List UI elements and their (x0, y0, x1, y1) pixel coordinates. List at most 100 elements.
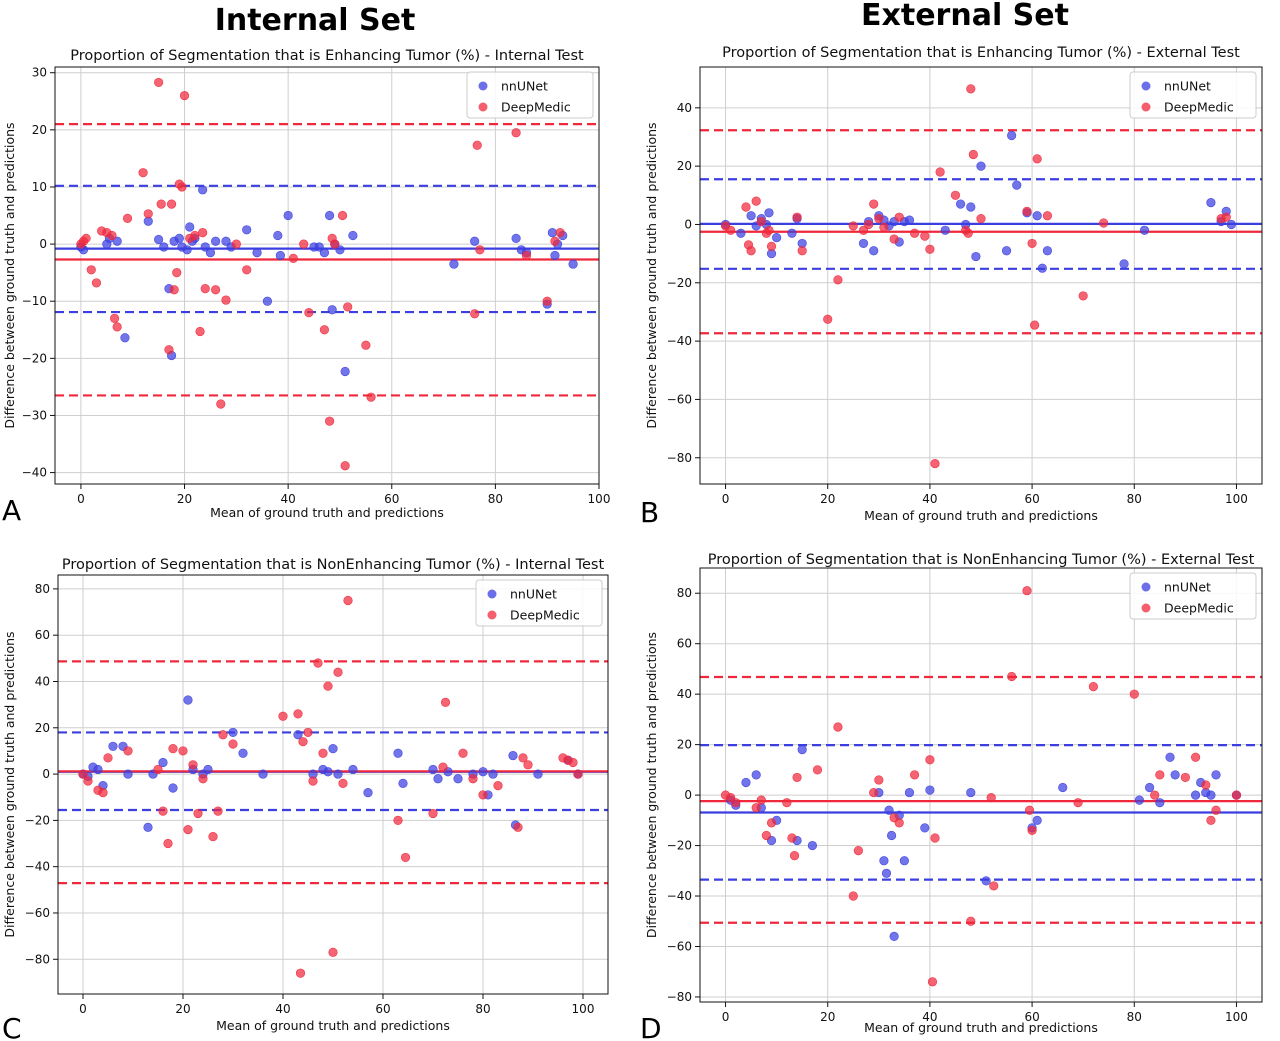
deepmedic-point (198, 228, 208, 238)
nnunet-point (488, 769, 498, 779)
nnunet-point (1007, 130, 1017, 141)
y-tick-label: 60 (35, 628, 50, 642)
legend-deepmedic-marker (1141, 603, 1151, 613)
nnunet-point (205, 248, 216, 258)
deepmedic-point (393, 815, 403, 825)
deepmedic-point (879, 222, 889, 232)
deepmedic-point (726, 225, 736, 235)
legend-deepmedic-label: DeepMedic (501, 100, 571, 115)
x-tick-label: 20 (820, 1010, 835, 1024)
deepmedic-point (761, 830, 772, 841)
y-tick-label: −20 (22, 351, 47, 365)
deepmedic-point (216, 399, 226, 409)
panel-letter: D (640, 1012, 662, 1041)
deepmedic-point (1032, 154, 1042, 164)
deepmedic-point (1027, 238, 1037, 249)
y-tick-label: −30 (22, 408, 47, 422)
nnunet-point (327, 305, 337, 315)
y-tick-label: 80 (35, 582, 50, 596)
deepmedic-point (81, 233, 91, 243)
nnunet-point (273, 230, 283, 241)
nnunet-point (324, 210, 335, 221)
nnunet-point (904, 215, 915, 225)
nnunet-point (319, 248, 330, 258)
nnunet-point (925, 785, 935, 795)
deepmedic-point (109, 313, 120, 323)
chart-title: Proportion of Segmentation that is NonEn… (708, 552, 1255, 568)
nnunet-point (920, 823, 930, 833)
chart-title: Proportion of Segmentation that is NonEn… (62, 557, 605, 573)
deepmedic-point (470, 309, 480, 319)
deepmedic-point (874, 214, 884, 224)
y-tick-label: 0 (42, 767, 50, 781)
nnunet-point (393, 748, 403, 758)
deepmedic-point (966, 916, 976, 926)
deepmedic-point (154, 77, 164, 88)
y-tick-label: −20 (667, 839, 692, 853)
x-tick-label: 40 (922, 1010, 937, 1024)
deepmedic-point (303, 727, 313, 738)
deepmedic-point (313, 658, 323, 668)
deepmedic-point (103, 753, 113, 763)
nnunet-point (904, 787, 915, 798)
chart-panel-d: Proportion of Segmentation that is NonEn… (640, 552, 1263, 1041)
nnunet-point (899, 856, 909, 866)
deepmedic-point (1022, 206, 1032, 216)
nnunet-point (966, 202, 976, 212)
nnunet-point (1001, 246, 1012, 256)
x-tick-label: 20 (177, 492, 192, 506)
legend-box (466, 71, 594, 119)
deepmedic-point (1190, 752, 1201, 762)
deepmedic-point (766, 241, 777, 251)
nnunet-point (741, 777, 751, 788)
internal-set-title: Internal Set (215, 3, 416, 38)
deepmedic-point (746, 246, 756, 256)
deepmedic-point (764, 225, 774, 235)
deepmedic-point (438, 762, 448, 772)
panel-letter: B (640, 496, 659, 529)
deepmedic-point (343, 595, 353, 606)
deepmedic-point (513, 822, 523, 832)
deepmedic-point (751, 803, 761, 813)
nnunet-point (470, 236, 480, 246)
deepmedic-point (158, 806, 168, 816)
nnunet-point (547, 228, 557, 238)
legend-deepmedic-marker (487, 610, 497, 620)
nnunet-point (1119, 259, 1129, 269)
nnunet-point (252, 248, 262, 258)
deepmedic-point (511, 128, 521, 138)
deepmedic-point (428, 808, 438, 819)
nnunet-point (1139, 225, 1150, 235)
nnunet-point (328, 744, 338, 754)
deepmedic-point (925, 755, 935, 765)
nnunet-point (889, 931, 899, 941)
deepmedic-point (1211, 805, 1221, 815)
external-set-title: External Set (861, 0, 1069, 33)
deepmedic-point (188, 760, 198, 770)
x-tick-label: 60 (1024, 492, 1039, 506)
nnunet-point (348, 230, 358, 241)
x-tick-label: 80 (475, 1002, 490, 1016)
y-tick-label: 80 (677, 586, 692, 600)
legend-nnunet-marker (478, 81, 488, 91)
plot-area (55, 67, 599, 484)
deepmedic-point (833, 275, 843, 285)
legend-deepmedic-marker (478, 102, 488, 112)
deepmedic-point (1099, 218, 1109, 228)
deepmedic-point (976, 214, 986, 224)
legend-deepmedic-label: DeepMedic (1164, 601, 1234, 616)
deepmedic-point (195, 326, 205, 337)
deepmedic-point (475, 245, 485, 255)
y-axis-label: Difference between ground truth and pred… (2, 631, 17, 937)
deepmedic-point (328, 947, 338, 957)
deepmedic-point (1206, 815, 1216, 825)
plot-frame (699, 567, 1263, 1003)
legend-box (1129, 71, 1257, 119)
nnunet-point (363, 788, 373, 798)
deepmedic-point (478, 790, 488, 800)
legend-nnunet-marker (1141, 582, 1151, 592)
nnunet-point (348, 764, 358, 775)
deepmedic-point (304, 308, 314, 318)
x-tick-label: 0 (79, 1002, 87, 1016)
deepmedic-point (172, 268, 182, 278)
